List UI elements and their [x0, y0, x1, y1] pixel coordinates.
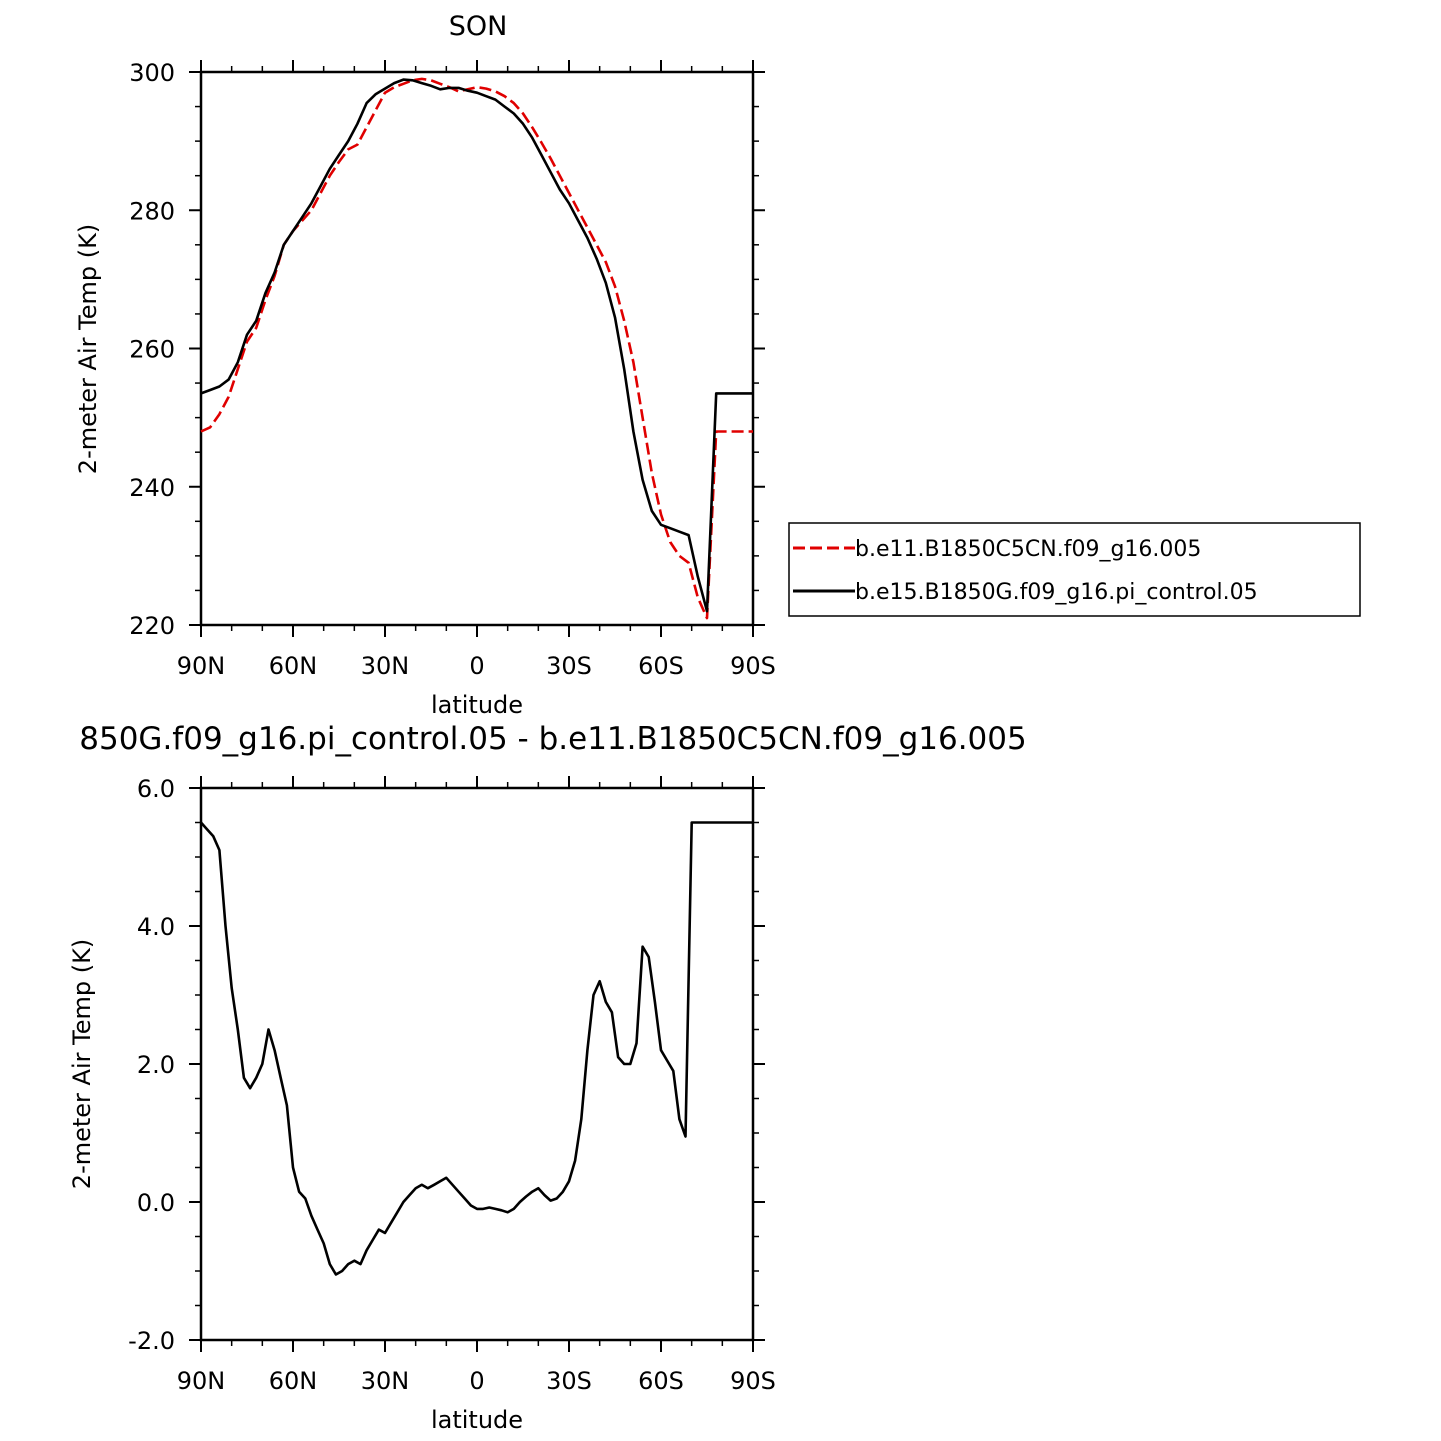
top-y-tick-label: 240 [129, 474, 175, 502]
top-x-tick-label: 0 [469, 652, 484, 680]
top-y-tick-label: 280 [129, 197, 175, 225]
top-x-tick-label: 60N [269, 652, 318, 680]
top-series-line-2 [200, 78, 753, 613]
legend-label-series-1: b.e11.B1850C5CN.f09_g16.005 [855, 537, 1201, 562]
legend-box [788, 522, 1361, 617]
top-series-line-1 [200, 77, 753, 620]
top-y-tick-label: 300 [129, 59, 175, 87]
bottom-x-tick-label: 90N [177, 1367, 226, 1395]
top-x-tick-label: 60S [638, 652, 684, 680]
legend: b.e11.B1850C5CN.f09_g16.005 b.e15.B1850G… [788, 522, 1361, 617]
top-y-tick-label: 220 [129, 612, 175, 640]
bottom-x-tick-label: 30S [546, 1367, 592, 1395]
top-x-tick-label: 30S [546, 652, 592, 680]
bottom-y-tick-label: 2.0 [137, 1051, 175, 1079]
top-chart-title: SON [449, 11, 508, 42]
top-y-axis-label: 2-meter Air Temp (K) [74, 224, 102, 474]
bottom-y-tick-label: -2.0 [128, 1327, 175, 1355]
bottom-x-tick-label: 60N [269, 1367, 318, 1395]
bottom-y-axis-label: 2-meter Air Temp (K) [68, 939, 96, 1189]
top-x-tick-label: 30N [361, 652, 410, 680]
bottom-series-line-1 [200, 821, 753, 1276]
top-x-tick-label: 90N [177, 652, 226, 680]
bottom-chart-title: 850G.f09_g16.pi_control.05 - b.e11.B1850… [79, 721, 1026, 757]
legend-label-series-2: b.e15.B1850G.f09_g16.pi_control.05 [855, 580, 1258, 605]
bottom-y-tick-label: 4.0 [137, 913, 175, 941]
top-plot-area: 90N 60N 30N 0 30S 60S 90S 220 240 260 280 300 [129, 59, 776, 680]
bottom-x-tick-label: 0 [469, 1367, 484, 1395]
bottom-x-tick-label: 90S [730, 1367, 776, 1395]
top-x-tick-label: 90S [730, 652, 776, 680]
bottom-y-tick-label: 6.0 [137, 775, 175, 803]
bottom-x-tick-label: 60S [638, 1367, 684, 1395]
bottom-x-axis-label: latitude [431, 1406, 523, 1434]
top-y-tick-label: 260 [129, 336, 175, 364]
bottom-y-tick-label: 0.0 [137, 1189, 175, 1217]
top-panel: SON 90N 60N 30N 0 30S 60S 90S 220 240 260 280 300 l… [74, 11, 776, 719]
top-x-axis-label: latitude [431, 691, 523, 719]
bottom-panel: 850G.f09_g16.pi_control.05 - b.e11.B1850… [68, 721, 1027, 1434]
bottom-x-tick-label: 30N [361, 1367, 410, 1395]
bottom-plot-area: 90N 60N 30N 0 30S 60S 90S -2.0 0.0 2.0 4.0 6.0 [128, 775, 776, 1395]
